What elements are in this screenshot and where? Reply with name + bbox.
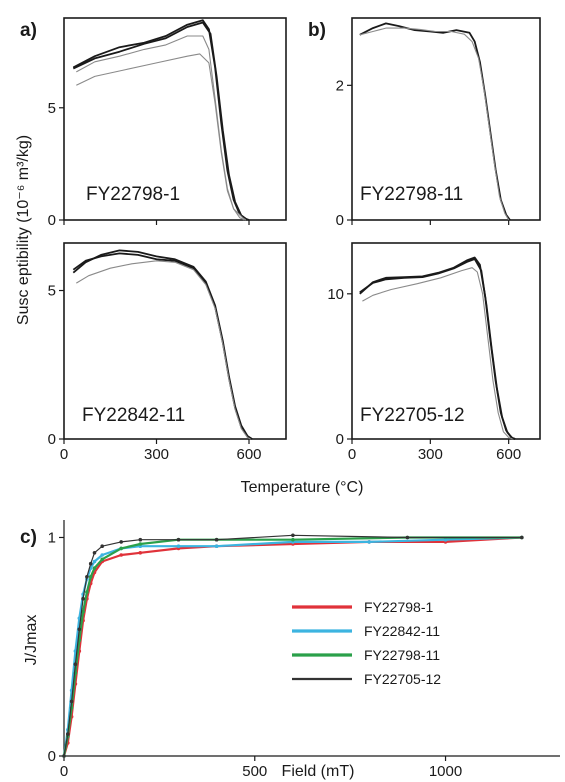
series-line-c-0 [62, 536, 522, 757]
temperature-axis-label: Temperature (°C) [241, 479, 364, 496]
plot-a-top: 0 5 FY22798-1 [48, 17, 287, 229]
series-line-a-top-1 [72, 21, 249, 221]
data-point [100, 557, 104, 562]
panel-label-c: c) [20, 527, 37, 548]
frame-b-top [351, 17, 541, 221]
y-tick-label: 0 [336, 212, 344, 229]
series-line-c-3 [63, 534, 522, 757]
legend-label: FY22842-11 [364, 623, 440, 639]
data-point [73, 662, 78, 666]
y-tick-label: 2 [336, 77, 344, 94]
data-point [66, 732, 70, 736]
data-point [81, 610, 85, 614]
x-tick-label: 500 [242, 763, 267, 780]
data-point [77, 627, 82, 632]
sample-label-b-bottom: FY22705-12 [360, 405, 465, 426]
data-point [214, 537, 219, 542]
data-point [119, 546, 123, 551]
x-tick-label: 1000 [429, 763, 462, 780]
data-point [85, 590, 89, 594]
plot-b-bottom: 0 10 0 300 600 FY22705-12 [327, 242, 541, 463]
x-tick-label: 0 [60, 446, 68, 463]
series-line-b-bottom-1 [359, 258, 516, 440]
x-tick-label: 600 [236, 446, 261, 463]
frame-a-bottom [63, 242, 287, 440]
data-point [367, 540, 372, 544]
jmax-axis-label: J/Jmax [23, 615, 40, 666]
y-tick-label: 0 [48, 748, 56, 765]
sample-label-b-top: FY22798-11 [360, 184, 463, 205]
data-point [88, 561, 93, 566]
data-point [119, 553, 123, 557]
data-point [92, 566, 97, 570]
y-tick-label: 1 [48, 529, 56, 546]
data-point [214, 544, 219, 548]
y-tick-label: 5 [48, 283, 56, 300]
x-tick-label: 300 [144, 446, 169, 463]
data-point [119, 540, 123, 544]
data-point [176, 537, 181, 542]
data-point [100, 544, 104, 548]
legend-label: FY22705-12 [364, 671, 441, 687]
series-line-c-1 [62, 536, 522, 757]
y-tick-label: 0 [48, 431, 56, 448]
data-point [81, 596, 85, 601]
series-line-c-2 [62, 536, 522, 757]
frame-a-top [63, 17, 287, 221]
data-point [88, 575, 93, 579]
data-point [443, 537, 448, 542]
data-point [138, 542, 143, 546]
y-tick-label: 5 [48, 100, 56, 117]
data-point [138, 537, 143, 542]
data-point [85, 575, 89, 579]
x-tick-label: 300 [418, 446, 443, 463]
x-tick-label: 600 [496, 446, 521, 463]
legend-label: FY22798-11 [364, 647, 440, 663]
data-point [405, 535, 410, 540]
y-tick-label: 0 [48, 212, 56, 229]
series-line-b-top-1 [359, 27, 510, 221]
data-point [92, 559, 97, 564]
panel-label-b: b) [308, 20, 326, 41]
data-point [100, 553, 104, 557]
field-axis-label: Field (mT) [282, 763, 355, 780]
data-point [291, 533, 295, 538]
sample-label-a-bottom: FY22842-11 [82, 405, 185, 426]
y-tick-label: 10 [327, 286, 344, 303]
sample-label-a-top: FY22798-1 [86, 184, 180, 205]
plot-b-top: 0 2 FY22798-11 [336, 17, 541, 229]
data-point [92, 551, 97, 555]
data-point [69, 699, 74, 704]
susceptibility-axis-label: Susc eptibility (10⁻⁶ m³/kg) [15, 135, 32, 325]
series-line-b-bottom-2 [362, 267, 513, 440]
frame-b-bottom [351, 242, 541, 440]
plot-c: 0 1 0 500 1000 FY22798-1 FY22842-11 FY22798-11 F… [48, 520, 560, 780]
data-point [291, 537, 295, 542]
series-line-a-bottom-2 [76, 260, 251, 440]
data-point [138, 551, 143, 555]
panel-label-a: a) [20, 20, 37, 41]
data-point [520, 535, 524, 540]
data-point [62, 754, 66, 758]
x-tick-label: 0 [60, 763, 68, 780]
legend-label: FY22798-1 [364, 599, 433, 615]
y-tick-label: 0 [336, 431, 344, 448]
series-line-a-top-3 [76, 53, 245, 221]
plot-a-bottom: 0 5 0 300 600 FY22842-11 [48, 242, 287, 463]
x-tick-label: 0 [348, 446, 356, 463]
data-point [176, 544, 181, 548]
